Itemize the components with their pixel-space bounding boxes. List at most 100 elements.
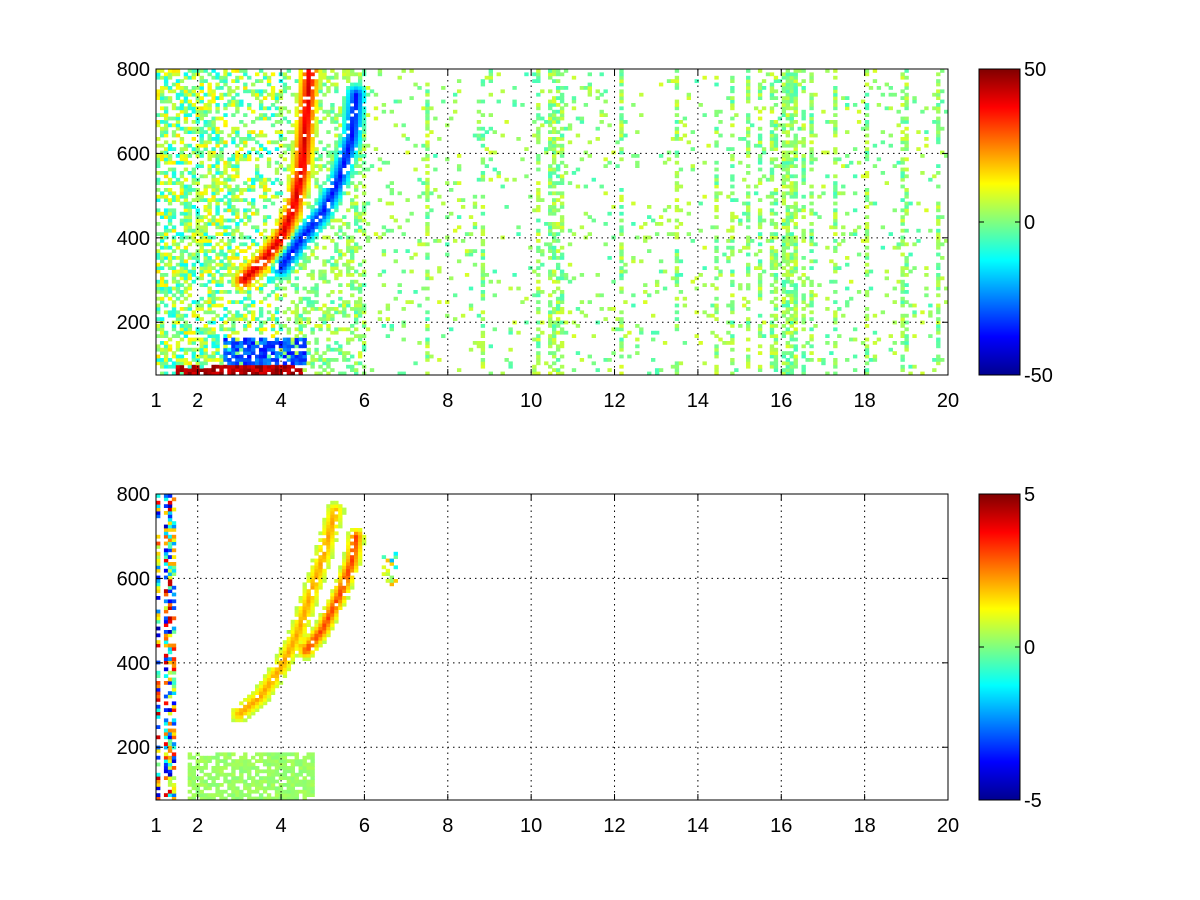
heatmap-cell [219, 174, 224, 179]
heatmap-cell [559, 126, 565, 131]
heatmap-cell [536, 191, 541, 196]
heatmap-cell [294, 123, 299, 128]
heatmap-cell [326, 337, 331, 342]
heatmap-cell [674, 208, 680, 213]
heatmap-cell [425, 358, 430, 362]
heatmap-cell [785, 205, 790, 209]
heatmap-cell [793, 310, 798, 315]
heatmap-cell [674, 368, 680, 372]
heatmap-cell [255, 354, 260, 359]
heatmap-cell [223, 347, 228, 352]
heatmap-cell [243, 313, 248, 318]
heatmap-cell [864, 82, 870, 87]
heatmap-cell [215, 198, 220, 202]
heatmap-cell [773, 126, 779, 131]
heatmap-cell [330, 164, 335, 168]
heatmap-cell [694, 276, 699, 281]
heatmap-cell [346, 69, 351, 73]
heatmap-cell [773, 317, 779, 321]
heatmap-cell [266, 341, 272, 345]
heatmap-cell [314, 120, 319, 124]
heatmap-cell [290, 283, 295, 287]
heatmap-cell [615, 140, 620, 145]
heatmap-cell [559, 341, 565, 345]
heatmap-cell [350, 283, 355, 287]
heatmap-cell [179, 92, 185, 97]
heatmap-cell [789, 140, 794, 145]
heatmap-cell [322, 181, 327, 185]
heatmap-cell [278, 228, 284, 233]
heatmap-cell [203, 198, 208, 202]
heatmap-cell [195, 188, 200, 192]
heatmap-cell [599, 293, 604, 298]
heatmap-cell [163, 793, 169, 797]
heatmap-cell [199, 283, 204, 287]
heatmap-cell [552, 249, 557, 253]
heatmap-cell [504, 177, 509, 182]
heatmap-cell [270, 269, 276, 274]
heatmap-cell [623, 120, 628, 124]
heatmap-cell [235, 171, 240, 175]
heatmap-cell [191, 69, 196, 73]
heatmap-cell [746, 211, 751, 216]
heatmap-cell [516, 232, 521, 236]
heatmap-cell [757, 334, 763, 338]
heatmap-cell [425, 354, 430, 359]
heatmap-cell [298, 252, 303, 257]
heatmap-cell [298, 82, 303, 87]
heatmap-cell [326, 279, 331, 284]
heatmap-cell [936, 293, 941, 298]
heatmap-cell [156, 779, 161, 784]
heatmap-cell [555, 164, 561, 168]
heatmap-cell [492, 167, 497, 172]
heatmap-cell [215, 347, 220, 352]
heatmap-cell [262, 228, 268, 233]
heatmap-cell [239, 157, 244, 162]
heatmap-cell [797, 69, 802, 73]
heatmap-cell [746, 225, 751, 230]
heatmap-cell [932, 92, 937, 97]
heatmap-cell [552, 252, 557, 257]
heatmap-cell [187, 160, 193, 165]
heatmap-cell [548, 364, 553, 369]
heatmap-cell [765, 194, 771, 199]
heatmap-cell [385, 307, 391, 311]
heatmap-cell [266, 239, 272, 243]
heatmap-cell [342, 147, 347, 151]
heatmap-cell [326, 211, 331, 216]
heatmap-cell [255, 140, 260, 145]
heatmap-cell [809, 296, 814, 301]
heatmap-cell [302, 296, 307, 301]
heatmap-cell [365, 143, 371, 148]
heatmap-cell [536, 126, 541, 131]
heatmap-cell [559, 269, 565, 274]
heatmap-cell [536, 320, 541, 325]
heatmap-cell [322, 276, 327, 281]
heatmap-cell [809, 327, 814, 332]
heatmap-cell [171, 89, 177, 94]
heatmap-cell [219, 259, 224, 264]
heatmap-cell [159, 69, 165, 73]
heatmap-cell [306, 174, 311, 179]
heatmap-cell [864, 140, 870, 145]
heatmap-cell [892, 320, 897, 325]
heatmap-cell [904, 167, 909, 172]
heatmap-cell [619, 341, 624, 345]
heatmap-cell [183, 188, 189, 192]
heatmap-cell [183, 327, 189, 332]
heatmap-cell [274, 354, 280, 359]
heatmap-cell [468, 232, 474, 236]
heatmap-cell [318, 327, 323, 332]
heatmap-cell [833, 232, 838, 236]
heatmap-cell [255, 150, 260, 155]
heatmap-cell [203, 252, 208, 257]
heatmap-cell [555, 262, 561, 267]
heatmap-cell [805, 276, 810, 281]
heatmap-cell [940, 99, 945, 104]
heatmap-cell [575, 133, 581, 138]
heatmap-cell [231, 79, 236, 83]
heatmap-cell [156, 565, 161, 570]
heatmap-cell [203, 256, 208, 260]
heatmap-cell [286, 208, 292, 213]
